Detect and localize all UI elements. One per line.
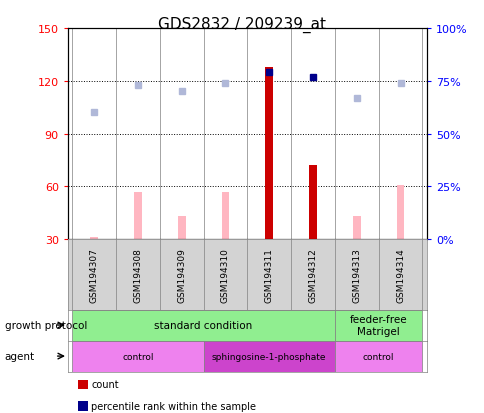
- Bar: [352, 217, 360, 240]
- Bar: [203, 341, 334, 372]
- Text: GSM194308: GSM194308: [133, 247, 142, 302]
- Text: GSM194311: GSM194311: [264, 247, 273, 302]
- Bar: [90, 238, 98, 240]
- Text: control: control: [122, 352, 153, 361]
- Bar: [308, 238, 316, 240]
- Text: standard condition: standard condition: [154, 320, 252, 330]
- Text: GSM194310: GSM194310: [221, 247, 229, 302]
- Bar: [134, 192, 142, 240]
- Text: GSM194309: GSM194309: [177, 247, 186, 302]
- Bar: [72, 341, 203, 372]
- Bar: [72, 310, 334, 341]
- Bar: [178, 217, 185, 240]
- Text: GSM194307: GSM194307: [90, 247, 98, 302]
- Text: growth protocol: growth protocol: [5, 320, 87, 330]
- Bar: [308, 166, 316, 240]
- Text: GDS2832 / 209239_at: GDS2832 / 209239_at: [158, 17, 326, 33]
- Bar: [265, 68, 272, 240]
- Bar: [221, 192, 229, 240]
- Text: feeder-free
Matrigel: feeder-free Matrigel: [349, 314, 407, 336]
- Bar: [334, 310, 422, 341]
- Text: GSM194314: GSM194314: [395, 247, 404, 302]
- Text: count: count: [91, 379, 119, 389]
- Bar: [265, 238, 272, 240]
- Text: agent: agent: [5, 351, 35, 361]
- Text: percentile rank within the sample: percentile rank within the sample: [91, 401, 256, 411]
- Bar: [334, 341, 422, 372]
- Text: sphingosine-1-phosphate: sphingosine-1-phosphate: [212, 352, 326, 361]
- Text: control: control: [362, 352, 393, 361]
- Text: GSM194313: GSM194313: [351, 247, 361, 302]
- Text: GSM194312: GSM194312: [308, 247, 317, 302]
- Bar: [396, 185, 404, 240]
